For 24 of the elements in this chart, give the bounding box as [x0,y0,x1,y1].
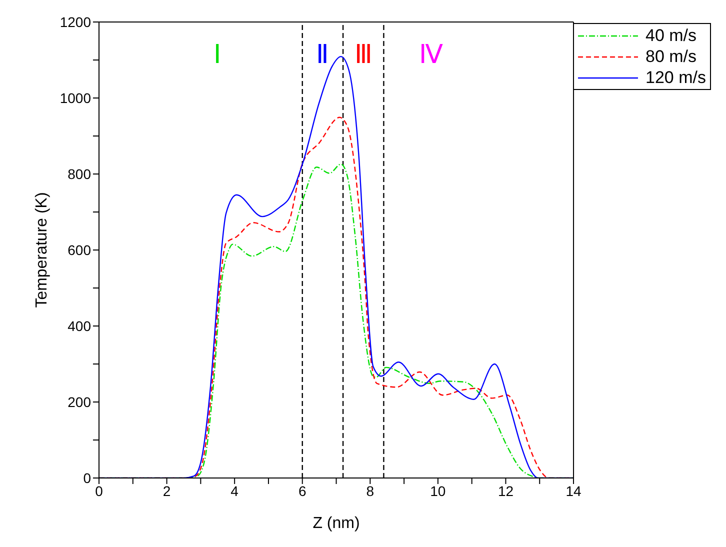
annotation: Ⅳ [419,40,444,70]
y-tick-label: 200 [68,394,92,410]
x-tick-label: 14 [566,482,582,499]
x-tick-label: 12 [498,482,514,499]
y-tick-label: 0 [83,470,92,486]
annotation: Ⅱ [316,40,330,70]
x-tick-label: 10 [430,482,446,499]
y-tick-label: 1000 [60,90,92,106]
y-axis-title: Temperature (K) [34,192,51,308]
x-tick-label: 4 [230,482,239,499]
y-tick-label: 800 [68,166,92,182]
x-tick-label: 6 [298,482,306,499]
legend-label: 80 m/s [646,46,697,66]
x-tick-label: 8 [366,482,374,499]
legend-label: 40 m/s [646,26,697,46]
x-tick-label: 0 [95,482,104,499]
y-tick-label: 600 [68,242,92,258]
x-axis-title: Z (nm) [312,515,360,532]
legend-label: 120 m/s [646,68,706,88]
y-tick-label: 1200 [60,14,92,30]
y-tick-label: 400 [68,318,92,334]
annotation: Ⅲ [354,40,372,70]
x-tick-label: 2 [162,482,171,499]
annotation: Ⅰ [214,40,222,70]
